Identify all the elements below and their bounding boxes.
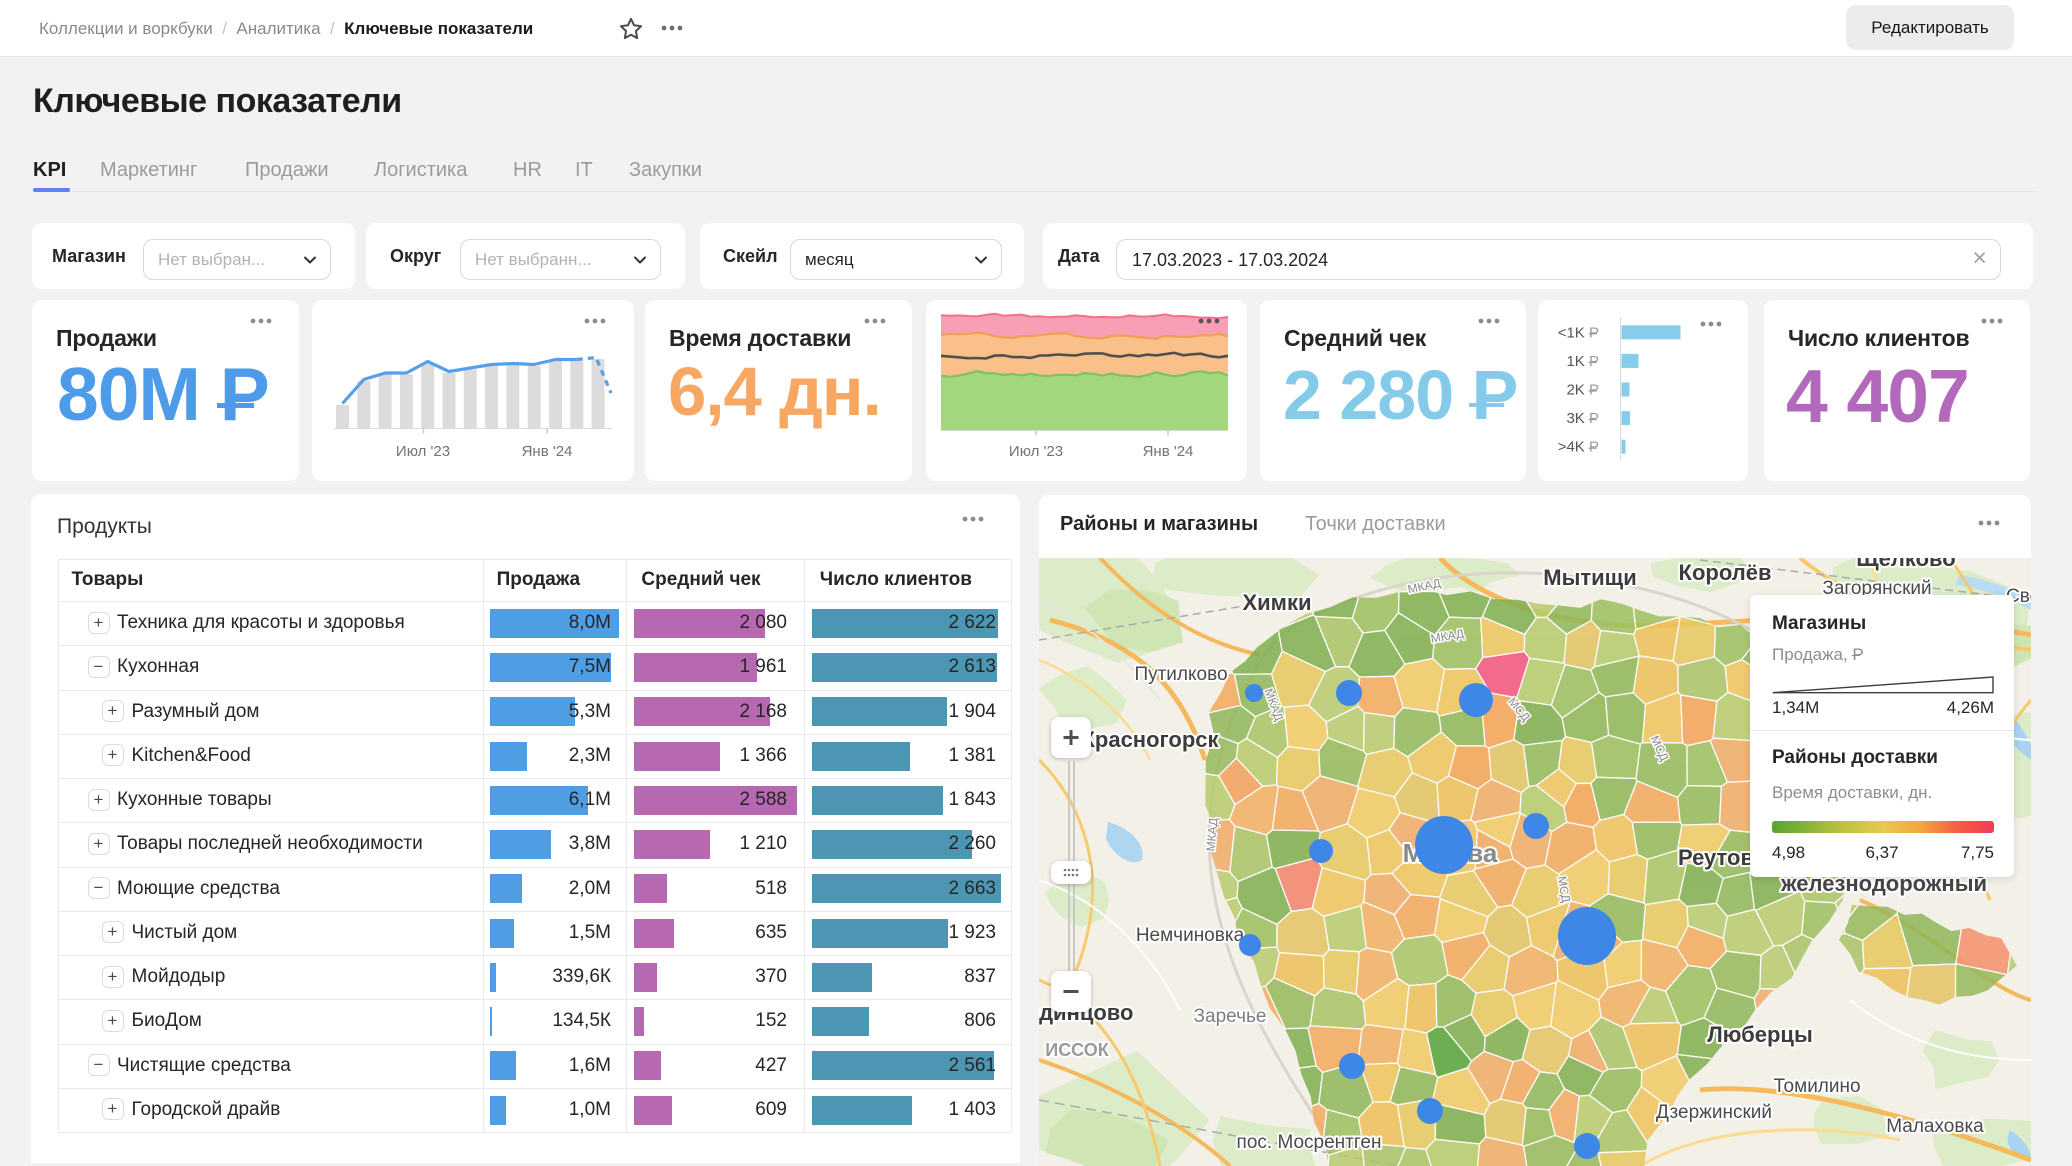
svg-text:<1K Р: <1K Р xyxy=(1558,324,1599,341)
svg-text:Заречье: Заречье xyxy=(1194,1006,1267,1027)
svg-text:1K Р: 1K Р xyxy=(1566,353,1599,370)
svg-text:Томилино: Томилино xyxy=(1773,1076,1860,1097)
svg-text:Красногорск: Красногорск xyxy=(1081,727,1219,752)
svg-text:3K Р: 3K Р xyxy=(1566,410,1599,427)
svg-text:Реутов: Реутов xyxy=(1678,845,1754,870)
svg-text:Люберцы: Люберцы xyxy=(1707,1022,1813,1047)
svg-text:МСД: МСД xyxy=(1555,875,1573,904)
svg-text:Щёлково: Щёлково xyxy=(1856,558,1955,571)
svg-text:ИССОК: ИССОК xyxy=(1045,1040,1109,1060)
svg-text:>4K Р: >4K Р xyxy=(1558,439,1599,456)
svg-text:Июл '23: Июл '23 xyxy=(396,443,450,460)
svg-text:Мытищи: Мытищи xyxy=(1543,565,1637,590)
svg-text:Июл '23: Июл '23 xyxy=(1009,443,1063,460)
svg-text:Химки: Химки xyxy=(1242,590,1311,615)
svg-text:Путилково: Путилково xyxy=(1134,664,1227,685)
svg-text:Королёв: Королёв xyxy=(1679,560,1772,585)
svg-text:Янв '24: Янв '24 xyxy=(522,443,573,460)
svg-text:Дзержинский: Дзержинский xyxy=(1656,1102,1772,1123)
svg-text:Малаховка: Малаховка xyxy=(1886,1116,1984,1137)
svg-text:2K Р: 2K Р xyxy=(1566,382,1599,399)
svg-text:МКАД: МКАД xyxy=(1204,817,1221,852)
svg-text:Янв '24: Янв '24 xyxy=(1143,443,1194,460)
svg-text:Немчиновка: Немчиновка xyxy=(1136,925,1245,946)
svg-text:пос. Мосрентген: пос. Мосрентген xyxy=(1237,1132,1382,1153)
svg-text:МКАД: МКАД xyxy=(1406,576,1442,597)
